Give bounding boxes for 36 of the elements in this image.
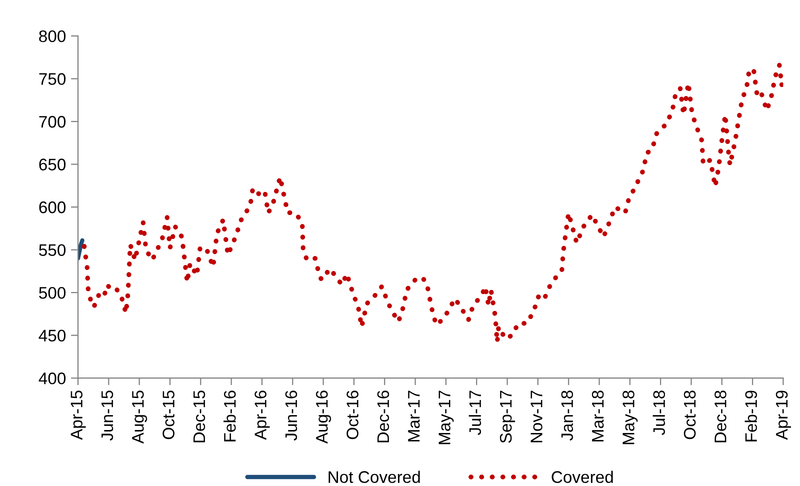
x-tick-label: Apr-19	[776, 390, 791, 440]
x-tick-label: Mar-18	[592, 390, 604, 442]
y-tick-label: 600	[39, 201, 66, 214]
x-tick-label: Jul-17	[468, 390, 482, 436]
x-tick-label: Oct-15	[162, 390, 174, 440]
x-tick-label: Dec-16	[377, 390, 390, 442]
line-series	[82, 62, 784, 345]
x-tick-label: Aug-15	[132, 390, 148, 444]
y-tick-label: 750	[39, 73, 66, 85]
y-tick-label: 800	[39, 30, 66, 42]
x-tick-label: Feb-19	[744, 390, 758, 442]
x-tick-label: Dec-18	[714, 390, 726, 442]
x-tick-label: Jul-18	[652, 390, 666, 436]
x-tick-label: Aug-16	[316, 390, 332, 444]
x-tick-label: Oct-18	[684, 390, 696, 440]
y-tick-label: 700	[39, 116, 66, 128]
y-tick-label: 400	[38, 372, 66, 384]
legend-label: Not Covered	[328, 470, 420, 483]
x-tick-label: Jun-15	[102, 390, 114, 441]
x-tick-label: Oct-16	[346, 390, 358, 440]
x-tick-label: May-18	[622, 390, 638, 444]
x-tick-label: Dec-15	[193, 390, 206, 442]
x-tick-label: Apr-15	[70, 390, 86, 440]
x-tick-label: Jun-16	[285, 390, 298, 441]
y-tick-label: 550	[39, 244, 66, 256]
x-tick-label: Sep-17	[500, 390, 516, 443]
x-tick-label: Feb-16	[224, 390, 236, 442]
x-tick-label: Nov-17	[530, 390, 542, 442]
y-tick-label: 500	[39, 286, 66, 299]
legend-label: Covered	[552, 470, 613, 483]
x-tick-label: Mar-17	[408, 390, 420, 442]
x-tick-label: Jan-18	[561, 390, 574, 441]
x-tick-label: May-17	[438, 390, 454, 444]
y-tick-label: 650	[39, 158, 66, 170]
x-tick-label: Apr-16	[254, 390, 270, 440]
y-tick-label: 450	[38, 330, 66, 342]
